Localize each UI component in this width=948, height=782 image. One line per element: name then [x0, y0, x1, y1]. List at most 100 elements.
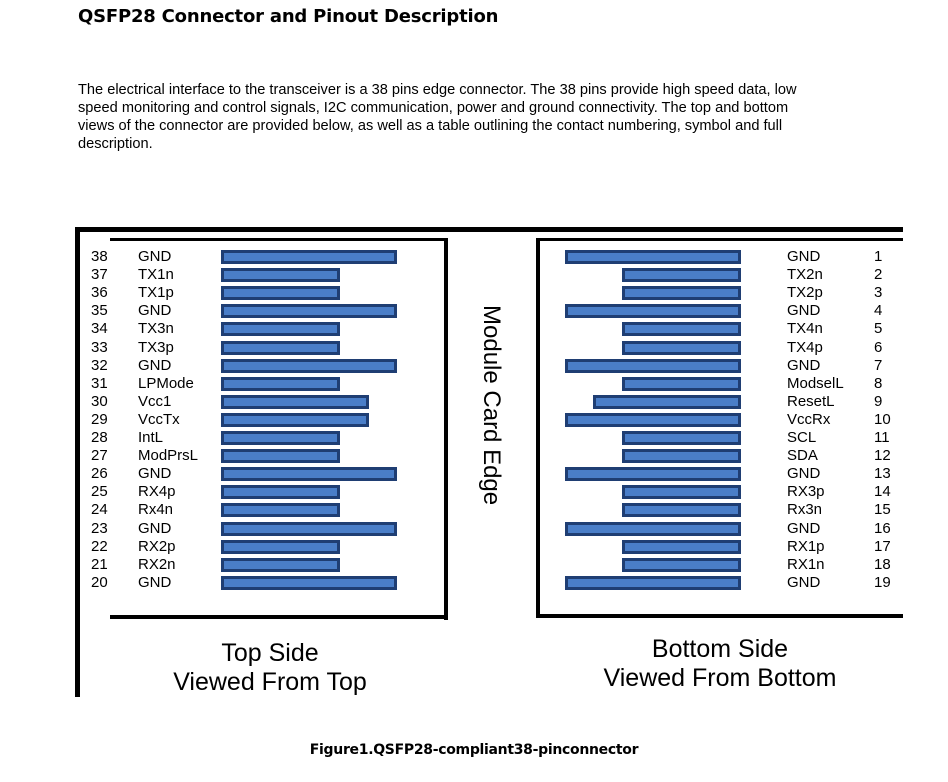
top-pin-contact-pad: [221, 394, 369, 409]
top-side-top-line: [110, 238, 446, 241]
top-pin-contact-pad: [221, 485, 340, 500]
bottom-pin-contact-pad: [622, 268, 741, 283]
bottom-pin-contact-pad: [593, 394, 741, 409]
bottom-pin-symbol: GND: [787, 248, 821, 265]
bottom-pin-contact-pad: [622, 485, 741, 500]
top-pin-number: 21: [91, 555, 108, 573]
bottom-pin-symbol: GND: [787, 465, 821, 483]
module-card-edge-text: Module Card Edge: [478, 305, 505, 506]
top-pin-contact-pad: [221, 358, 397, 373]
bottom-pin-number: 18: [874, 555, 891, 573]
bottom-pin-contact-pad: [565, 575, 741, 590]
bottom-pin-number: 12: [874, 447, 891, 465]
top-pin-symbol: GND: [138, 302, 172, 320]
top-pin-contact-pad: [221, 467, 397, 482]
bottom-pin-number: 7: [874, 356, 883, 374]
bottom-side-top-line: [536, 238, 903, 241]
bottom-pin-contact-pad: [565, 250, 741, 264]
left-frame-line: [75, 227, 80, 697]
top-pin-contact-pad: [221, 431, 340, 445]
top-pin-number: 30: [91, 392, 108, 410]
top-pin-contact-pad: [221, 340, 340, 355]
bottom-pin-symbol: GND: [787, 302, 821, 320]
top-pin-number: 34: [91, 320, 108, 338]
top-pin-contact-pad: [221, 503, 340, 518]
bottom-pin-contact-pad: [622, 431, 741, 445]
bottom-pin-contact-pad: [622, 322, 741, 337]
bottom-pin-number: 1: [874, 248, 883, 265]
top-pin-symbol: RX2n: [138, 555, 176, 573]
top-pin-contact-pad: [221, 412, 369, 427]
bottom-pin-number: 9: [874, 392, 883, 410]
bottom-pin-symbol: VccRx: [787, 410, 831, 428]
top-pin-symbol: Vcc1: [138, 392, 172, 410]
top-pin-symbol: ModPrsL: [138, 447, 199, 465]
top-frame-line: [75, 227, 903, 232]
top-pin-contact-pad: [221, 557, 340, 572]
bottom-pin-contact-pad: [622, 557, 741, 572]
top-pin-number: 31: [91, 374, 108, 392]
top-pin-symbol: GND: [138, 519, 172, 537]
top-pin-number: 37: [91, 266, 108, 284]
bottom-side-label-line2: Viewed From Bottom: [603, 664, 837, 692]
top-pin-number: 27: [91, 447, 108, 465]
bottom-pin-number: 14: [874, 483, 891, 501]
bottom-pin-contact-pad: [622, 286, 741, 301]
figure-caption: Figure1.QSFP28-compliant38-pinconnector: [309, 742, 639, 758]
top-pin-symbol: TX3p: [138, 338, 174, 356]
top-pin-symbol: TX1p: [138, 284, 174, 302]
intro-paragraph: The electrical interface to the transcei…: [78, 82, 797, 152]
bottom-pin-number: 6: [874, 338, 883, 356]
top-pin-number: 28: [91, 429, 108, 446]
bottom-side-label-line1: Bottom Side: [651, 635, 789, 663]
top-pin-symbol: GND: [138, 573, 172, 591]
top-pin-number: 26: [91, 465, 108, 483]
top-pin-contact-pad: [221, 376, 340, 391]
bottom-pin-symbol: SCL: [787, 429, 817, 446]
top-pin-symbol: RX4p: [138, 483, 176, 501]
top-side-label-line2: Viewed From Top: [173, 668, 367, 696]
top-pin-contact-pad: [221, 575, 397, 590]
bottom-side-left-line: [536, 238, 540, 618]
top-pin-symbol: TX3n: [138, 320, 174, 338]
bottom-pin-symbol: GND: [787, 356, 821, 374]
top-pin-number: 35: [91, 302, 108, 320]
top-pin-number: 32: [91, 356, 108, 374]
top-pin-number: 33: [91, 338, 108, 356]
bottom-pin-number: 17: [874, 537, 891, 555]
top-pin-contact-pad: [221, 449, 340, 464]
module-card-edge-label: Module Card Edge: [477, 305, 507, 545]
top-pin-number: 22: [91, 537, 108, 555]
bottom-pin-contact-pad: [565, 467, 741, 482]
bottom-pin-contact-pad: [622, 449, 741, 464]
bottom-pin-number: 8: [874, 374, 883, 392]
top-side-label: Top Side Viewed From Top: [150, 639, 390, 697]
top-pin-symbol: GND: [138, 356, 172, 374]
page-title: QSFP28 Connector and Pinout Description: [78, 6, 499, 27]
bottom-pin-number: 2: [874, 266, 883, 284]
bottom-pin-contact-pad: [565, 304, 741, 319]
bottom-pin-contact-pad: [565, 358, 741, 373]
bottom-pin-contact-pad: [565, 412, 741, 427]
bottom-pin-symbol: TX4p: [787, 338, 823, 356]
bottom-pin-symbol: GND: [787, 519, 821, 537]
top-pin-symbol: GND: [138, 248, 172, 265]
top-pin-symbol: VccTx: [138, 410, 180, 428]
top-pin-number: 23: [91, 519, 108, 537]
bottom-pin-number: 10: [874, 410, 891, 428]
top-pin-symbol: Rx4n: [138, 501, 174, 519]
top-pin-contact-pad: [221, 521, 397, 536]
bottom-pin-number: 13: [874, 465, 891, 483]
bottom-pin-contact-pad: [622, 340, 741, 355]
top-pin-symbol: LPMode: [138, 374, 194, 392]
bottom-pin-number: 16: [874, 519, 891, 537]
bottom-pin-symbol: TX4n: [787, 320, 823, 338]
top-pin-number: 24: [91, 501, 108, 519]
top-pin-symbol: IntL: [138, 429, 164, 446]
top-pin-number: 38: [91, 248, 108, 265]
top-side-label-line1: Top Side: [221, 639, 319, 667]
bottom-pin-number: 3: [874, 284, 883, 302]
bottom-pin-number: 15: [874, 501, 891, 519]
top-pin-symbol: GND: [138, 465, 172, 483]
top-pin-symbol: RX2p: [138, 537, 176, 555]
